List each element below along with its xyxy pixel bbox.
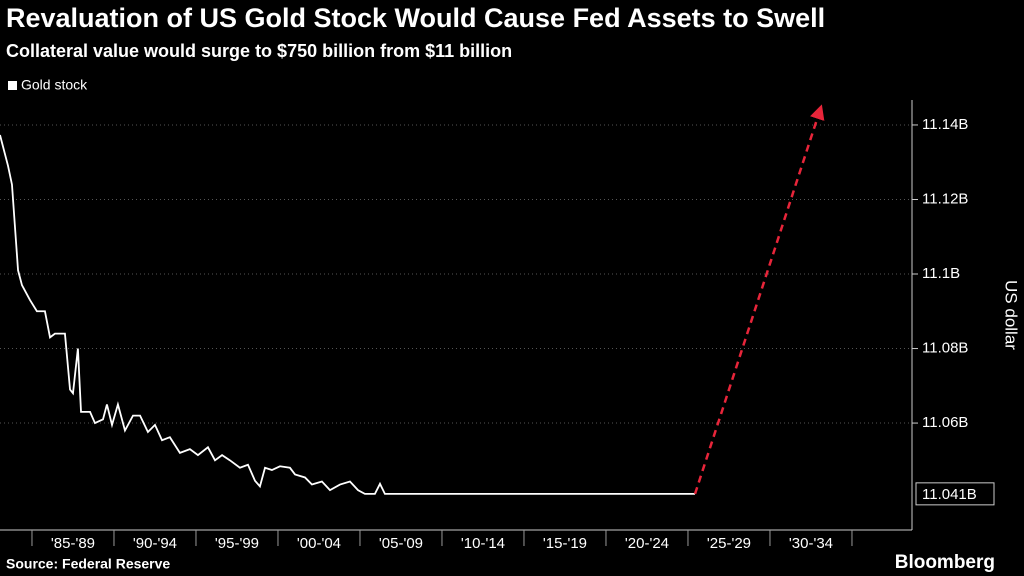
legend-swatch bbox=[8, 81, 17, 90]
x-tick-label: '85-'89 bbox=[51, 535, 95, 552]
y-tick-label: 11.06B bbox=[922, 414, 968, 431]
brand: Bloomberg bbox=[895, 552, 995, 573]
y-tick-label: 11.1B bbox=[922, 265, 960, 282]
legend-label: Gold stock bbox=[21, 77, 88, 93]
y-tick-label: 11.12B bbox=[922, 190, 968, 207]
x-tick-label: '25-'29 bbox=[707, 535, 751, 552]
x-tick-label: '95-'99 bbox=[215, 535, 259, 552]
x-tick-label: '05-'09 bbox=[379, 535, 423, 552]
y-tick-label: 11.08B bbox=[922, 340, 968, 357]
chart-title: Revaluation of US Gold Stock Would Cause… bbox=[6, 3, 825, 33]
value-label-box bbox=[915, 482, 995, 506]
x-tick-label: '00-'04 bbox=[297, 535, 341, 552]
y-tick-label: 11.14B bbox=[922, 116, 968, 133]
source: Source: Federal Reserve bbox=[6, 556, 170, 572]
x-tick-label: '20-'24 bbox=[625, 535, 669, 552]
value-label: 11.041B bbox=[922, 486, 977, 503]
chart-subtitle: Collateral value would surge to $750 bil… bbox=[6, 41, 512, 61]
x-tick-label: '15-'19 bbox=[543, 535, 587, 552]
x-tick-label: '90-'94 bbox=[133, 535, 177, 552]
y-axis-label: US dollar bbox=[1002, 280, 1021, 350]
x-tick-label: '30-'34 bbox=[789, 535, 833, 552]
projection-arrow bbox=[693, 104, 825, 495]
series-line bbox=[0, 134, 696, 495]
x-tick-label: '10-'14 bbox=[461, 535, 505, 552]
